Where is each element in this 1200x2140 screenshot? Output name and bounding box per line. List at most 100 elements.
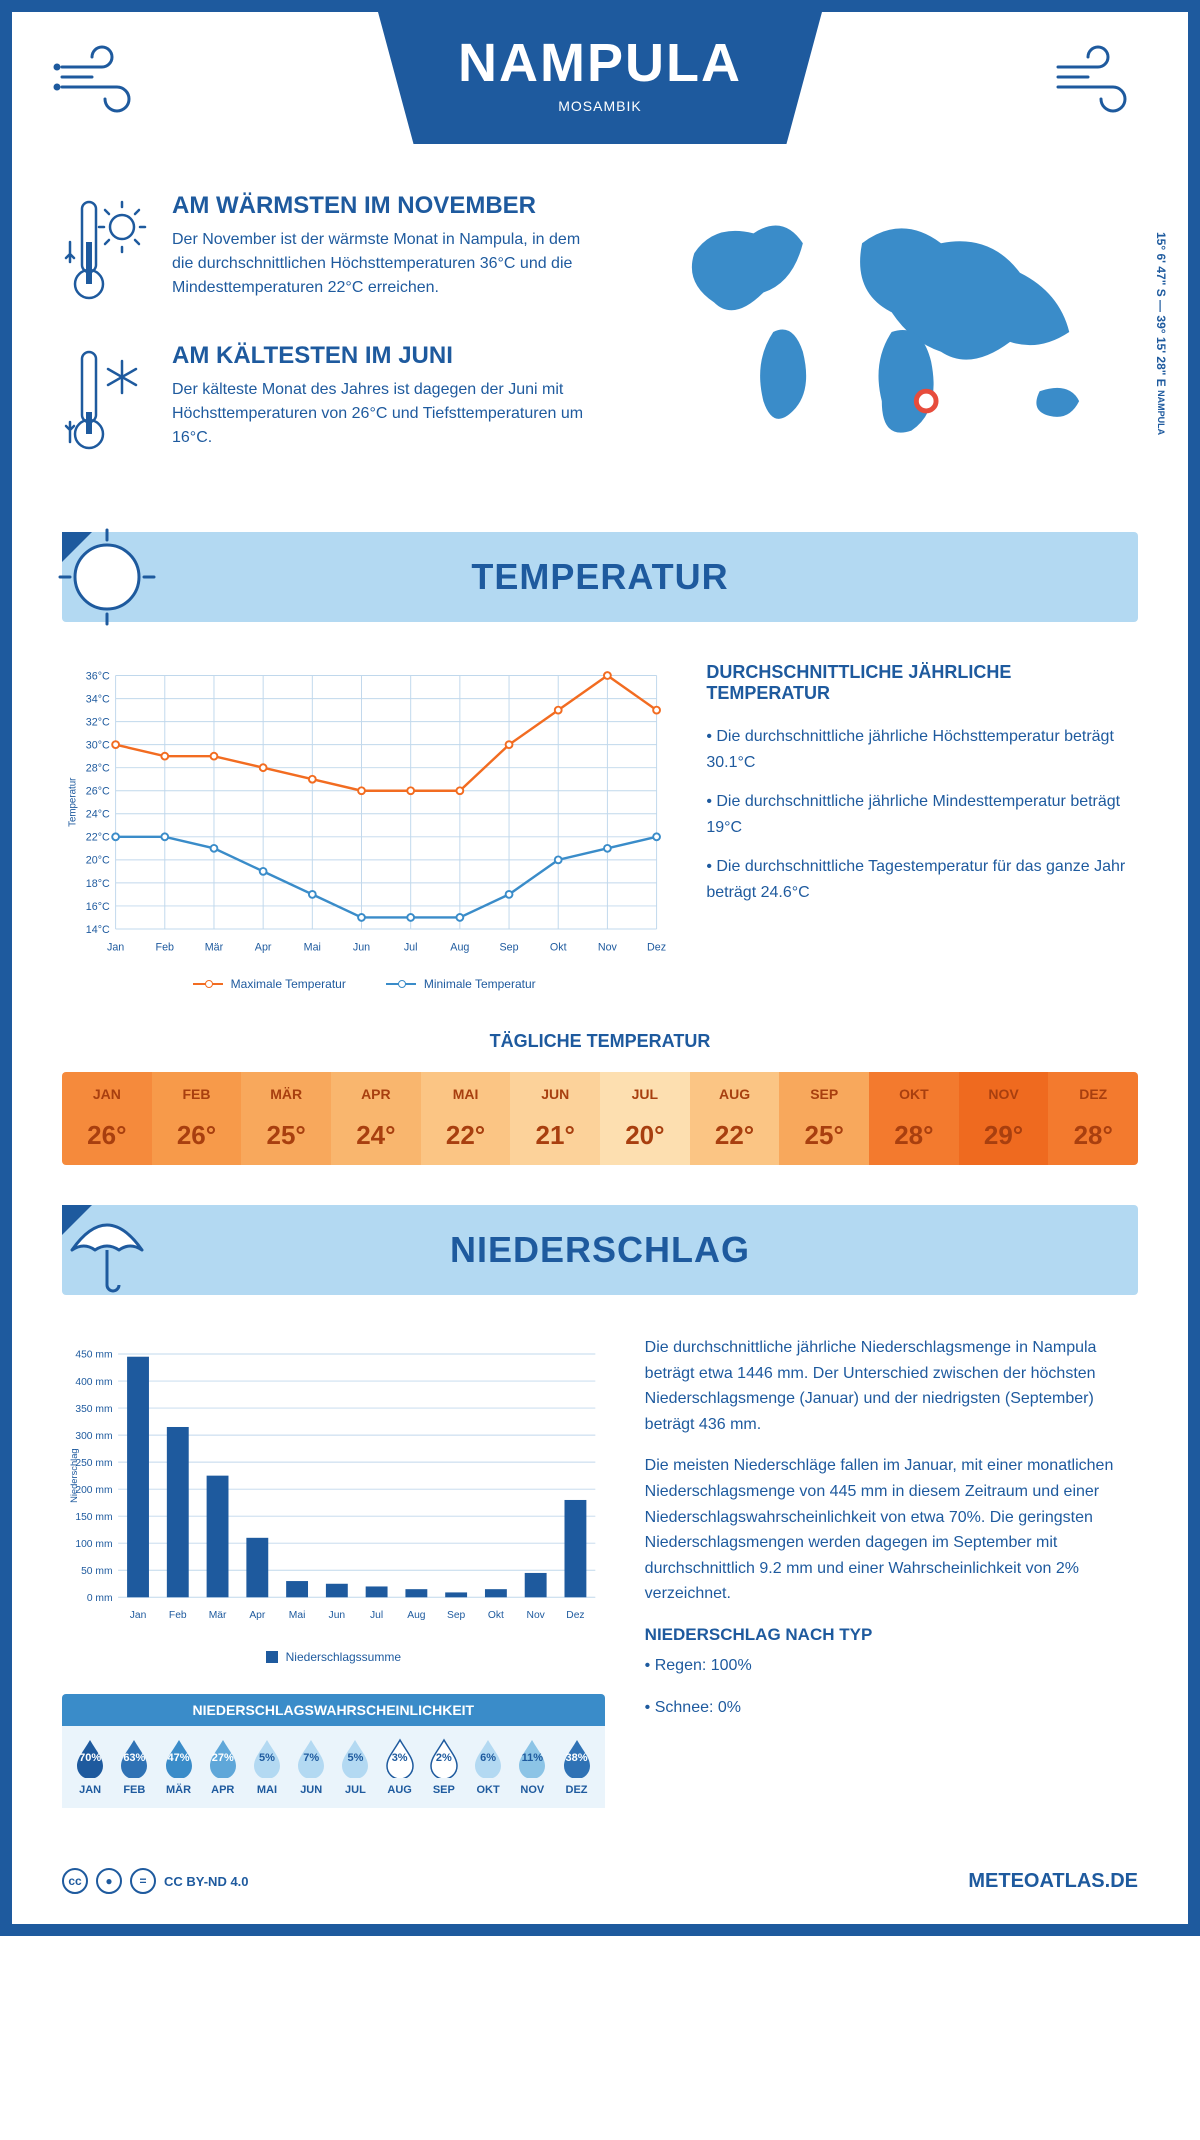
coord-lat: 15° 6' 47" S [1154,232,1168,297]
svg-text:Aug: Aug [450,941,469,953]
svg-text:Mai: Mai [289,1610,306,1621]
temp-cell: OKT28° [869,1072,959,1165]
svg-text:Nov: Nov [527,1610,546,1621]
svg-text:Temperatur: Temperatur [68,777,79,827]
prob-cell: 38% DEZ [554,1738,598,1796]
temp-cell: MAI22° [421,1072,511,1165]
coldest-text: AM KÄLTESTEN IM JUNI Der kälteste Monat … [172,342,605,462]
temp-cell: FEB26° [152,1072,242,1165]
svg-text:50 mm: 50 mm [81,1566,112,1577]
raindrop-icon: 5% [250,1738,284,1778]
svg-text:Dez: Dez [647,941,666,953]
warmest-text: AM WÄRMSTEN IM NOVEMBER Der November ist… [172,192,605,312]
temp-chart: 14°C16°C18°C20°C22°C24°C26°C28°C30°C32°C… [62,662,666,991]
prob-cell: 11% NOV [510,1738,554,1796]
raindrop-icon: 63% [117,1738,151,1778]
precip-para: Die meisten Niederschläge fallen im Janu… [645,1453,1138,1607]
precip-banner-title: NIEDERSCHLAG [450,1229,750,1271]
legend-min-label: Minimale Temperatur [424,977,536,991]
footer: cc ● = CC BY-ND 4.0 METEOATLAS.DE [12,1848,1188,1924]
map-container: 15° 6' 47" S — 39° 15' 28" E NAMPULA [645,192,1138,492]
svg-text:350 mm: 350 mm [75,1404,112,1415]
prob-cell: 5% JUL [333,1738,377,1796]
raindrop-icon: 38% [560,1738,594,1778]
wind-icon [1048,42,1148,122]
prob-cell: 6% OKT [466,1738,510,1796]
raindrop-icon: 7% [294,1738,328,1778]
precip-info: Die durchschnittliche jährliche Niedersc… [645,1335,1138,1808]
warmest-block: AM WÄRMSTEN IM NOVEMBER Der November ist… [62,192,605,312]
raindrop-icon: 5% [338,1738,372,1778]
svg-text:Jun: Jun [329,1610,346,1621]
raindrop-icon: 2% [427,1738,461,1778]
raindrop-icon: 47% [162,1738,196,1778]
license-text: CC BY-ND 4.0 [164,1874,249,1889]
svg-text:100 mm: 100 mm [75,1539,112,1550]
svg-text:Okt: Okt [488,1610,504,1621]
coord-name: NAMPULA [1156,390,1166,435]
raindrop-icon: 3% [383,1738,417,1778]
svg-text:24°C: 24°C [86,809,110,821]
precip-type-line: • Regen: 100% [645,1653,1138,1679]
raindrop-icon: 11% [515,1738,549,1778]
svg-text:30°C: 30°C [86,740,110,752]
prob-cell: 70% JAN [68,1738,112,1796]
temp-bullet: • Die durchschnittliche jährliche Mindes… [706,789,1138,840]
svg-text:Feb: Feb [156,941,175,953]
svg-text:22°C: 22°C [86,832,110,844]
license: cc ● = CC BY-ND 4.0 [62,1868,249,1894]
cc-icon: cc [62,1868,88,1894]
svg-text:300 mm: 300 mm [75,1431,112,1442]
by-icon: ● [96,1868,122,1894]
temp-cell: APR24° [331,1072,421,1165]
svg-text:20°C: 20°C [86,855,110,867]
raindrop-icon: 6% [471,1738,505,1778]
precip-para: Die durchschnittliche jährliche Niedersc… [645,1335,1138,1437]
svg-text:14°C: 14°C [86,924,110,936]
temperature-banner: TEMPERATUR [62,532,1138,622]
brand: METEOATLAS.DE [968,1870,1138,1893]
temp-cell: JUL20° [600,1072,690,1165]
svg-text:Nov: Nov [598,941,618,953]
svg-text:Mär: Mär [205,941,224,953]
svg-text:400 mm: 400 mm [75,1377,112,1388]
svg-text:Jan: Jan [107,941,124,953]
precip-type-line: • Schnee: 0% [645,1695,1138,1721]
svg-text:Niederschlag: Niederschlag [69,1448,79,1503]
coord-lon: 39° 15' 28" E [1154,315,1168,386]
coldest-title: AM KÄLTESTEN IM JUNI [172,342,605,370]
warmest-body: Der November ist der wärmste Monat in Na… [172,228,605,300]
legend-precip: Niederschlagssumme [266,1650,401,1664]
daily-temp-title: TÄGLICHE TEMPERATUR [62,1031,1138,1052]
svg-text:Mär: Mär [209,1610,227,1621]
prob-title: NIEDERSCHLAGSWAHRSCHEINLICHKEIT [62,1694,605,1726]
svg-text:32°C: 32°C [86,717,110,729]
temp-info: DURCHSCHNITTLICHE JÄHRLICHE TEMPERATUR •… [706,662,1138,991]
precip-content: 0 mm50 mm100 mm150 mm200 mm250 mm300 mm3… [12,1295,1188,1848]
page-container: NAMPULA MOSAMBIK AM WÄRMSTEN IM NOVEMBER… [0,0,1200,1936]
temp-cell: NOV29° [959,1072,1049,1165]
temp-cell: JUN21° [510,1072,600,1165]
svg-text:450 mm: 450 mm [75,1350,112,1361]
thermometer-hot-icon [62,192,152,312]
svg-text:Sep: Sep [500,941,519,953]
svg-text:Jan: Jan [130,1610,147,1621]
svg-text:26°C: 26°C [86,786,110,798]
precip-bar-chart: 0 mm50 mm100 mm150 mm200 mm250 mm300 mm3… [62,1335,605,1635]
temp-cell: JAN26° [62,1072,152,1165]
svg-text:Sep: Sep [447,1610,466,1621]
svg-text:Mai: Mai [304,941,321,953]
legend-max: Maximale Temperatur [193,977,346,991]
subtitle: MOSAMBIK [458,98,742,114]
svg-text:Feb: Feb [169,1610,187,1621]
wind-icon [52,42,152,122]
prob-row: 70% JAN 63% FEB 47% MÄR 27% APR [62,1726,605,1808]
temp-content: 14°C16°C18°C20°C22°C24°C26°C28°C30°C32°C… [12,622,1188,1031]
svg-text:28°C: 28°C [86,763,110,775]
intro-section: AM WÄRMSTEN IM NOVEMBER Der November ist… [12,172,1188,532]
daily-temp-table: JAN26°FEB26°MÄR25°APR24°MAI22°JUN21°JUL2… [62,1072,1138,1165]
daily-temp-section: TÄGLICHE TEMPERATUR JAN26°FEB26°MÄR25°AP… [12,1031,1188,1205]
svg-text:Aug: Aug [407,1610,426,1621]
legend-max-label: Maximale Temperatur [231,977,346,991]
prob-cell: 27% APR [201,1738,245,1796]
